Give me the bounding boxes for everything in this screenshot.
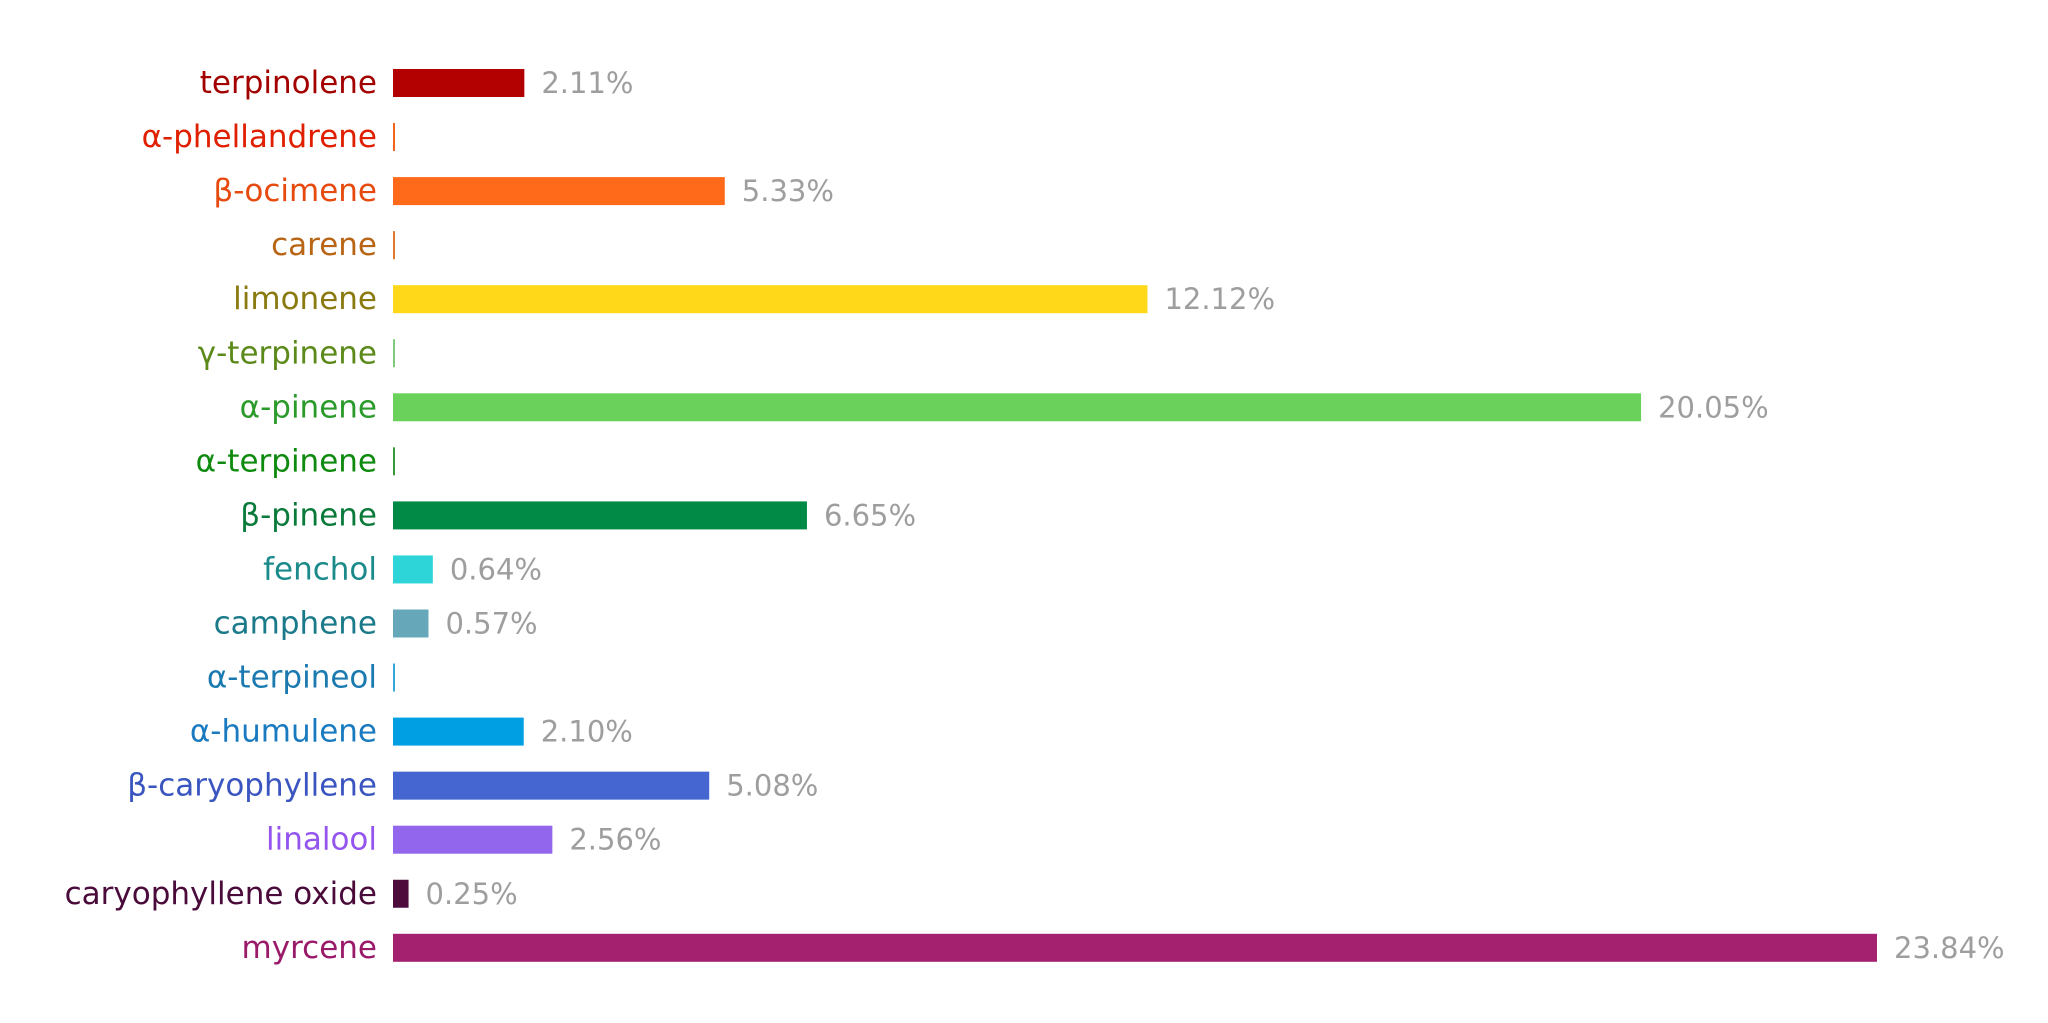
bar-12: [393, 717, 524, 746]
value-label-9: 0.64%: [450, 552, 542, 586]
bar-14: [393, 825, 553, 854]
category-label-8: β-pinene: [240, 497, 377, 533]
category-label-0: terpinolene: [200, 65, 377, 101]
bar-1: [393, 123, 395, 152]
value-label-15: 0.25%: [426, 877, 518, 911]
bar-3: [393, 231, 395, 260]
bar-4: [393, 285, 1148, 314]
bar-15: [393, 879, 409, 908]
bar-5: [393, 339, 395, 368]
value-label-0: 2.11%: [541, 66, 633, 100]
value-label-4: 12.12%: [1164, 282, 1275, 316]
bar-0: [393, 69, 525, 97]
value-label-6: 20.05%: [1658, 390, 1769, 424]
bar-2: [393, 177, 725, 206]
category-label-12: α-humulene: [190, 714, 377, 750]
category-label-4: limonene: [233, 281, 377, 317]
category-label-7: α-terpinene: [196, 443, 377, 479]
bar-13: [393, 771, 710, 800]
bar-11: [393, 663, 395, 692]
value-label-16: 23.84%: [1894, 931, 2005, 965]
category-label-9: fenchol: [263, 551, 377, 587]
value-labels-layer: 2.11% 5.33% 12.12% 20.05% 6.65% 0.64% 0.57% 2.1…: [426, 66, 2005, 965]
value-label-10: 0.57%: [445, 607, 537, 641]
category-label-11: α-terpineol: [207, 660, 377, 696]
category-label-5: γ-terpinene: [198, 335, 377, 371]
category-label-6: α-pinene: [240, 389, 377, 425]
value-label-2: 5.33%: [742, 174, 834, 208]
value-label-14: 2.56%: [569, 823, 661, 857]
category-label-15: caryophyllene oxide: [65, 876, 377, 912]
category-label-13: β-caryophyllene: [127, 768, 377, 804]
category-labels-layer: terpinolene α-phellandrene β-ocimene carene…: [65, 65, 377, 966]
category-label-1: α-phellandrene: [142, 119, 377, 155]
bar-10: [393, 609, 429, 638]
bar-6: [393, 393, 1642, 422]
category-label-10: camphene: [214, 606, 377, 642]
category-label-2: β-ocimene: [213, 173, 377, 209]
bars-layer: [393, 69, 1877, 962]
bar-16: [393, 933, 1877, 962]
category-label-16: myrcene: [242, 930, 377, 966]
bar-7: [393, 447, 395, 476]
bar-8: [393, 501, 807, 530]
category-label-14: linalool: [266, 822, 377, 858]
category-label-3: carene: [271, 227, 377, 263]
value-label-12: 2.10%: [541, 715, 633, 749]
bar-9: [393, 555, 433, 584]
value-label-8: 6.65%: [824, 498, 916, 532]
value-label-13: 5.08%: [726, 769, 818, 803]
